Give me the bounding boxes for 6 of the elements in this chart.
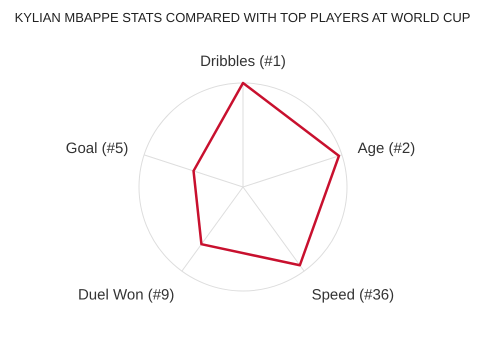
spoke-label: Speed (#36) (312, 286, 394, 304)
spoke-label: Dribbles (#1) (200, 53, 286, 70)
spoke-label: Goal (#5) (66, 140, 128, 157)
spoke-label: Age (#2) (358, 140, 416, 157)
spoke-label: Duel Won (#9) (78, 286, 174, 304)
chart-title: KYLIAN MBAPPE STATS COMPARED WITH TOP PLAYERS AT WORLD CUP (14, 10, 470, 25)
